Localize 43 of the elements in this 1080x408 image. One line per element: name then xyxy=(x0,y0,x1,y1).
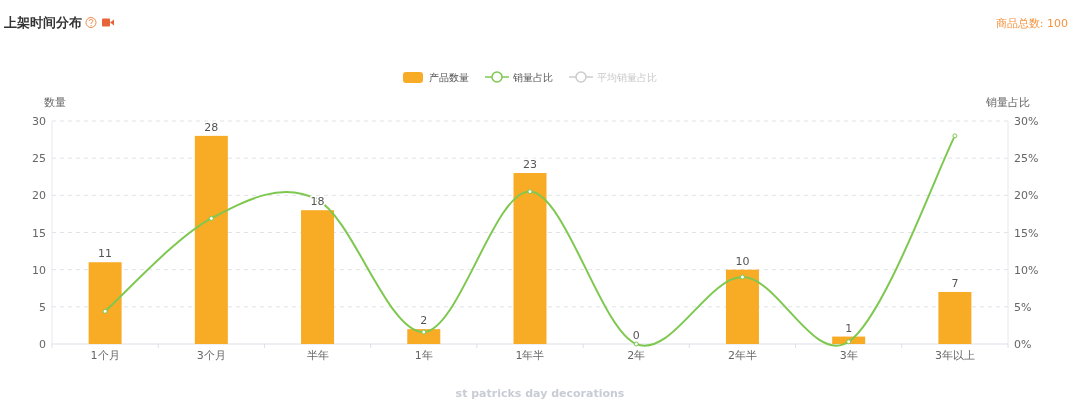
text: 商品总数: 100 xyxy=(995,17,1068,30)
chart-title: 上架时间分布 xyxy=(3,15,82,30)
y-tick-label: 25 xyxy=(32,152,46,166)
data-label: 23 xyxy=(523,158,537,172)
y2-axis-title: 销量占比 xyxy=(985,96,1030,109)
y-tick-label: 10 xyxy=(32,263,46,277)
y2-tick-label: 15% xyxy=(1014,226,1039,240)
data-label: 2 xyxy=(420,314,428,328)
y-tick-label: 20 xyxy=(32,189,46,203)
bar xyxy=(88,262,122,344)
x-tick-label: 2年半 xyxy=(727,349,757,362)
y2-tick-label: 10% xyxy=(1014,263,1039,277)
bar xyxy=(513,173,547,344)
data-label: 1 xyxy=(845,321,853,335)
x-tick-label: 3年 xyxy=(839,349,858,362)
y2-tick-label: 0% xyxy=(1014,338,1032,351)
data-label: 11 xyxy=(98,247,113,261)
y2-tick-label: 30% xyxy=(1014,115,1039,128)
x-tick-label: 1个月 xyxy=(90,349,120,362)
data-label: 28 xyxy=(204,120,219,134)
bar xyxy=(725,269,759,344)
y-tick-label: 30 xyxy=(32,115,46,128)
y-tick-label: 0 xyxy=(39,338,46,351)
x-tick-label: 1年半 xyxy=(515,349,545,362)
y-axis-title: 数量 xyxy=(44,96,66,109)
y-tick-label: 15 xyxy=(32,226,46,240)
x-tick-label: 3年以上 xyxy=(934,349,975,362)
y2-tick-label: 25% xyxy=(1014,152,1039,166)
data-label: 7 xyxy=(951,276,959,290)
bar xyxy=(938,291,972,344)
y2-tick-label: 20% xyxy=(1014,189,1039,203)
data-label: 10 xyxy=(735,254,750,268)
x-tick-label: 1年 xyxy=(414,349,433,362)
x-tick-label: 半年 xyxy=(306,349,329,362)
bar xyxy=(301,210,335,344)
legend-label: 产品数量 xyxy=(429,72,469,83)
legend-label: 销量占比 xyxy=(512,72,553,83)
bar xyxy=(194,135,228,344)
y-tick-label: 5 xyxy=(39,300,46,314)
x-tick-label: 3个月 xyxy=(196,349,226,362)
data-label: 0 xyxy=(632,329,640,342)
y2-tick-label: 5% xyxy=(1014,300,1032,314)
x-tick-label: 2年 xyxy=(627,349,646,362)
